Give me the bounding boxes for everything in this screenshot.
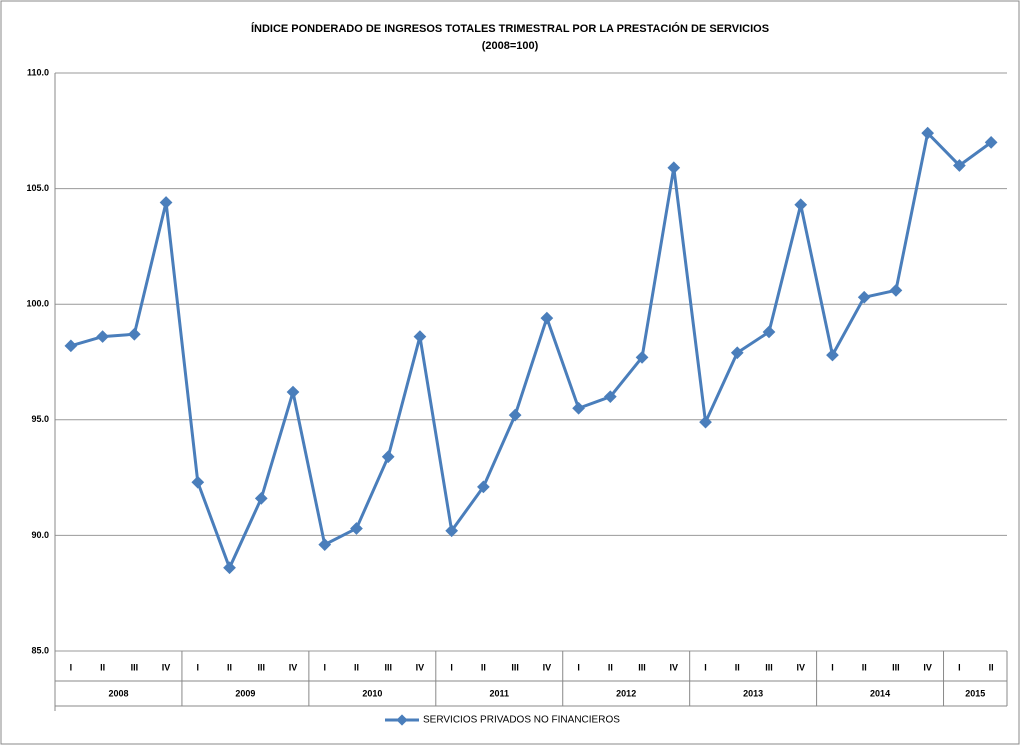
chart-subtitle: (2008=100) [482,40,539,52]
data-point [508,408,522,422]
x-tick-label: II [989,662,994,672]
x-tick-label: II [100,662,105,672]
x-tick-label: II [354,662,359,672]
y-tick-label: 105.0 [26,183,49,193]
x-group-label: 2012 [616,688,636,698]
x-tick-label: I [450,662,453,672]
x-tick-label: I [70,662,73,672]
x-tick-label: III [638,662,646,672]
y-tick-label: 100.0 [26,299,49,309]
series-line [70,130,993,572]
data-point [96,330,109,343]
data-point [477,480,490,494]
legend-marker [396,714,408,726]
x-group-label: 2014 [870,688,890,698]
x-tick-label: III [131,662,139,672]
x-group-label: 2010 [362,688,382,698]
x-tick-label: III [384,662,392,672]
x-tick-label: IV [162,662,171,672]
x-tick-label: I [704,662,707,672]
x-tick-label: III [258,662,266,672]
x-tick-label: I [577,662,580,672]
y-tick-label: 95.0 [31,414,49,424]
x-tick-label: IV [796,662,805,672]
x-tick-label: III [765,662,773,672]
data-point [381,450,395,464]
x-tick-label: IV [543,662,552,672]
x-group-label: 2015 [965,688,985,698]
x-tick-label: I [197,662,200,672]
x-tick-label: IV [289,662,298,672]
data-point [64,339,78,353]
x-group-label: 2009 [235,688,255,698]
x-tick-label: I [958,662,961,672]
y-tick-label: 85.0 [31,645,49,655]
data-point [159,196,173,209]
chart-title: ÍNDICE PONDERADO DE INGRESOS TOTALES TRI… [251,22,769,35]
x-tick-label: IV [670,662,679,672]
data-point [286,385,300,399]
x-tick-label: IV [416,662,425,672]
x-tick-label: II [227,662,232,672]
x-tick-label: II [608,662,613,672]
x-tick-label: II [481,662,486,672]
x-tick-label: I [831,662,834,672]
x-group-label: 2011 [490,688,510,698]
x-tick-label: I [323,662,326,672]
x-tick-label: III [892,662,900,672]
legend-label: SERVICIOS PRIVADOS NO FINANCIEROS [423,715,620,726]
x-group-label: 2013 [743,688,763,698]
x-tick-label: IV [923,662,932,672]
x-group-label: 2008 [108,688,128,698]
data-point [413,330,427,343]
x-tick-label: II [862,662,867,672]
data-point [191,475,205,489]
x-tick-label: II [735,662,740,672]
data-point [254,492,268,505]
x-tick-label: III [511,662,519,672]
y-tick-label: 110.0 [27,67,49,77]
y-tick-label: 90.0 [31,530,49,540]
data-point [127,327,141,341]
